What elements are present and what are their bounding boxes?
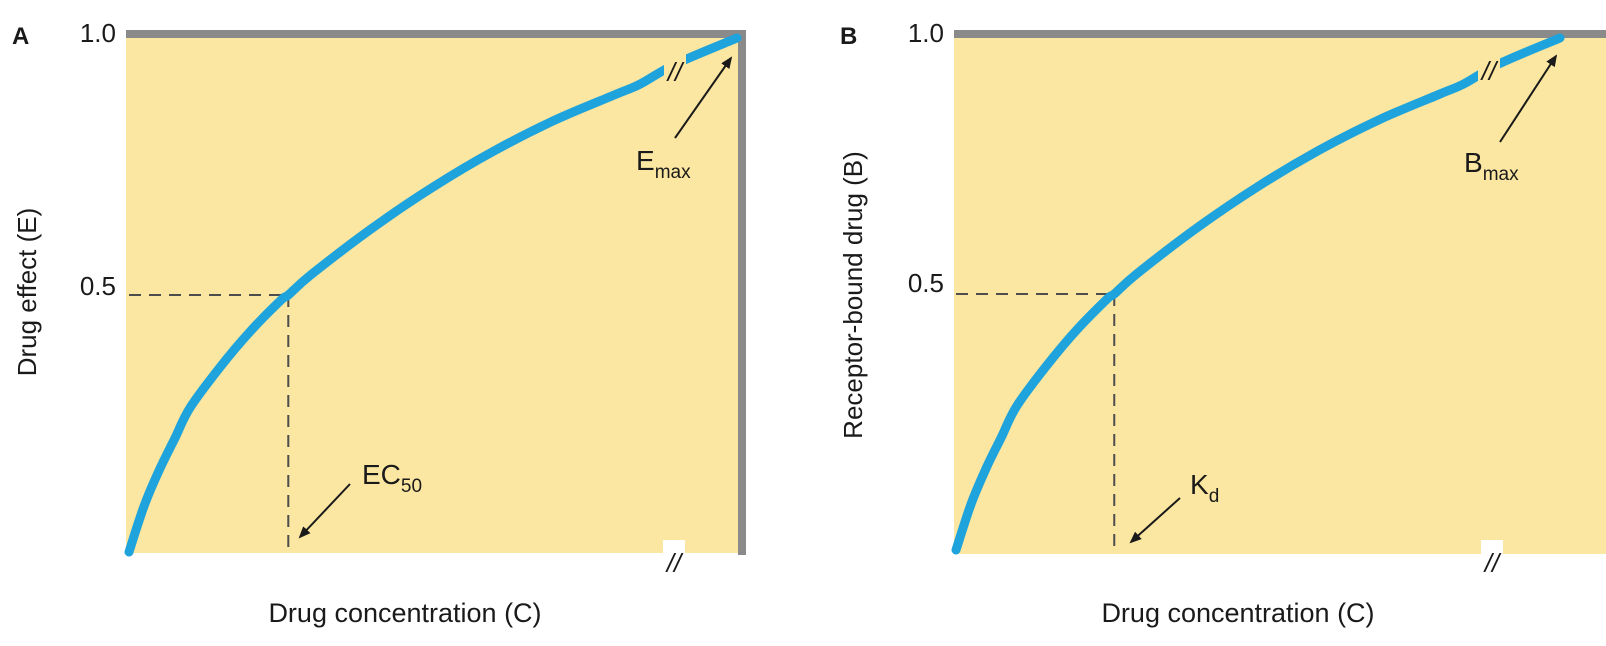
panel-b-binding-curve-0 [951,33,1565,555]
panel-b-ytick-1-0: 1.0 [908,18,944,48]
panel-a-emax-arrow [674,56,733,139]
panel-a-top-break-mark: // [666,57,685,87]
panel-b-plot-background [954,34,1606,554]
panel-b-top-frame [954,30,1606,38]
panel-b-bmax-label: Bmax [1464,147,1519,185]
panel-a: // // A 1.0 0.5 Drug effect (E) Drug con… [12,18,746,628]
panel-a-bottom-axis-break: // [663,540,685,578]
panel-a-x-axis-label: Drug concentration (C) [268,598,541,628]
panel-a-ec50-main: EC [362,459,401,490]
panel-b-bottom-break-mark: // [1483,548,1502,578]
panel-b-bmax-arrow [1499,54,1558,143]
panel-a-ec50-label: EC50 [362,459,422,497]
panel-a-top-break-gap [664,53,686,87]
panel-a-bottom-break-mark: // [665,548,684,578]
panel-a-top-axis-break: // [664,53,686,87]
panel-a-binding-curve-0 [124,33,742,557]
panel-b-top-axis-break: // [1478,52,1500,86]
panel-b-top-break-mark: // [1480,56,1499,86]
panel-b-ytick-0-5: 0.5 [908,268,944,298]
panel-a-ytick-1-0: 1.0 [80,18,116,48]
panel-b-bottom-break-gap [1481,540,1503,570]
panel-b-y-axis-label: Receptor-bound drug (B) [838,151,868,439]
panel-b-x-axis-label: Drug concentration (C) [1101,598,1374,628]
panel-b-kd-label: Kd [1190,469,1219,507]
panel-b-bottom-axis-break: // [1481,540,1503,578]
panel-b: // // B 1.0 0.5 Receptor-bound drug (B) … [838,18,1606,628]
panel-a-plot-background [126,33,742,553]
panel-a-curve-group [124,33,742,557]
panel-b-kd-arrow [1129,497,1181,544]
panel-a-top-frame [126,30,746,38]
panel-a-emax-sub: max [655,162,691,183]
panel-b-curve-group [951,33,1565,555]
panel-a-emax-main: E [636,145,655,176]
panel-a-ytick-0-5: 0.5 [80,271,116,301]
panel-a-y-axis-label: Drug effect (E) [12,208,42,377]
panel-b-kd-sub: d [1209,486,1220,507]
panel-b-kd-main: K [1190,469,1209,500]
panel-b-letter: B [840,23,857,50]
panel-a-right-frame [738,30,746,555]
panel-a-ec50-sub: 50 [401,476,422,497]
panel-a-letter: A [12,23,29,50]
panel-a-emax-label: Emax [636,145,691,183]
panel-b-bmax-main: B [1464,147,1483,178]
panel-a-bottom-break-gap [663,540,685,570]
panel-a-ec50-arrow [298,483,351,539]
panel-b-top-break-gap [1478,52,1500,86]
panel-b-bmax-sub: max [1483,164,1519,185]
